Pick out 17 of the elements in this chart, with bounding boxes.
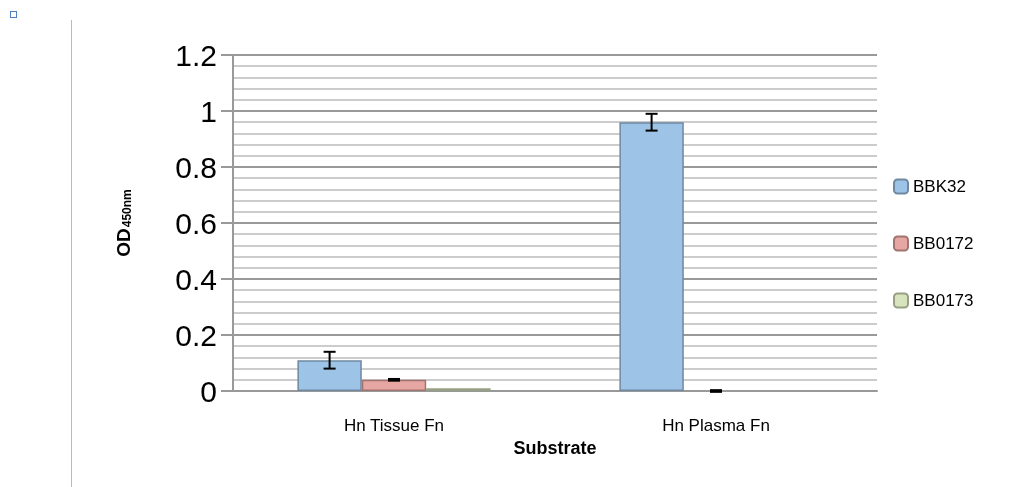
y-tick-label: 0.2 [175, 318, 217, 352]
y-tick-label: 0.8 [175, 150, 217, 184]
y-tick-label: 1 [200, 94, 217, 128]
x-axis-title: Substrate [513, 437, 597, 458]
y-tick-label: 0.4 [175, 262, 217, 296]
bar [361, 379, 427, 391]
legend-label: BBK32 [913, 177, 966, 196]
bar [297, 360, 362, 391]
legend-label: BB0172 [913, 234, 974, 253]
bar [619, 122, 684, 391]
y-tick-label: 0.6 [175, 206, 217, 240]
x-tick-label: Hn Plasma Fn [662, 416, 770, 435]
x-tick-label: Hn Tissue Fn [343, 416, 445, 435]
legend-label: BB0173 [913, 291, 974, 310]
y-tick-label: 0 [200, 374, 217, 408]
y-axis-title: OD450nm [113, 189, 134, 257]
y-tick-label: 1.2 [175, 38, 217, 72]
